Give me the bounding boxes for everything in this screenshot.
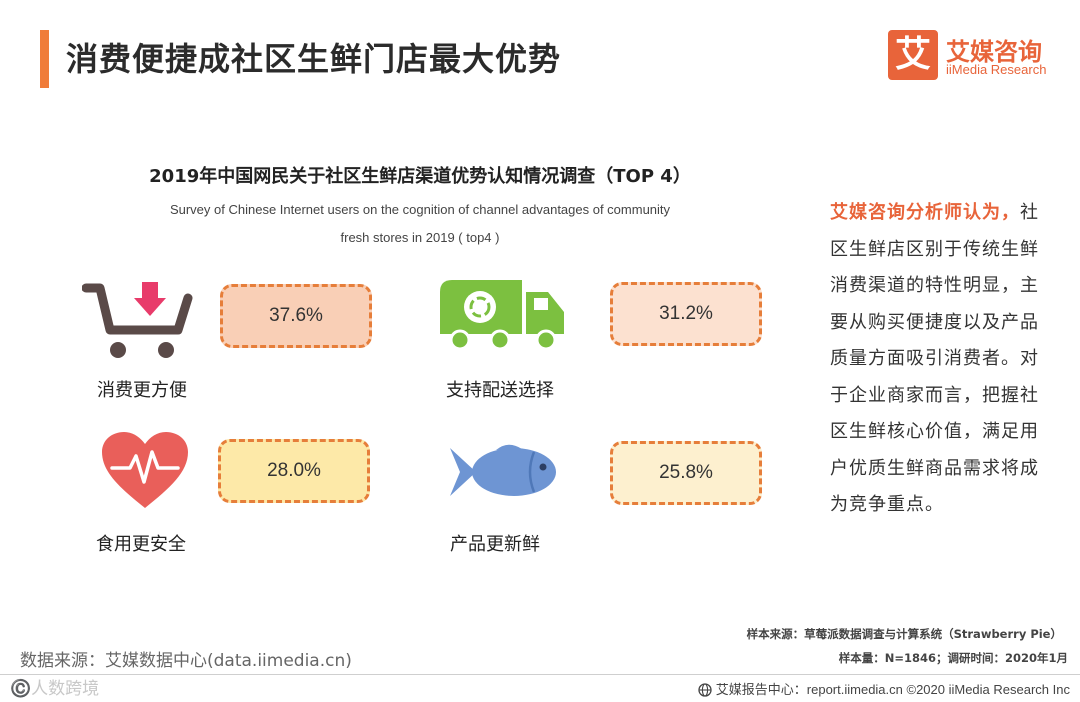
- data-source: 数据来源：艾媒数据中心(data.iimedia.cn): [20, 651, 352, 671]
- value-box-3: 28.0%: [218, 439, 370, 503]
- value-label-3: 28.0%: [267, 460, 321, 481]
- analyst-comment-body: 社区生鲜店区别于传统生鲜消费渠道的特性明显，主要从购买便捷度以及产品质量方面吸引…: [830, 202, 1039, 515]
- value-box-4: 25.8%: [610, 441, 762, 505]
- value-box-1: 37.6%: [220, 284, 372, 348]
- iimedia-logo: 艾 艾媒咨询 iiMedia Research: [888, 30, 1068, 80]
- watermark: ©️人数跨境: [10, 679, 100, 699]
- heart-pulse-icon: [100, 430, 190, 512]
- category-label-3: 食用更安全: [96, 534, 186, 555]
- chart-subtitle: Survey of Chinese Internet users on the …: [90, 196, 750, 252]
- sample-source: 样本来源：草莓派数据调查与计算系统（Strawberry Pie）: [746, 627, 1062, 641]
- analyst-comment-head: 艾媒咨询分析师认为，: [830, 202, 1020, 223]
- category-label-1: 消费更方便: [97, 380, 187, 401]
- shopping-cart-icon: [82, 280, 194, 362]
- value-label-2: 31.2%: [659, 303, 713, 324]
- logo-name-cn: 艾媒咨询: [946, 38, 1042, 66]
- sample-size: 样本量：N=1846；调研时间：2020年1月: [838, 651, 1068, 665]
- footer: 艾媒报告中心：report.iimedia.cn ©2020 iiMedia R…: [698, 679, 1070, 700]
- page-title: 消费便捷成社区生鲜门店最大优势: [66, 40, 562, 78]
- logo-name-en: iiMedia Research: [946, 62, 1047, 77]
- chart-subtitle-line-1: Survey of Chinese Internet users on the …: [169, 202, 671, 217]
- value-label-4: 25.8%: [659, 462, 713, 483]
- delivery-truck-icon: [436, 276, 568, 354]
- value-box-2: 31.2%: [610, 282, 762, 346]
- logo-mark: 艾: [888, 30, 938, 80]
- category-label-2: 支持配送选择: [446, 380, 554, 401]
- value-label-1: 37.6%: [269, 305, 323, 326]
- fish-icon: [446, 440, 560, 504]
- chart-subtitle-line-2: fresh stores in 2019 ( top4 ): [340, 230, 500, 245]
- chart-title: 2019年中国网民关于社区生鲜店渠道优势认知情况调查（TOP 4）: [149, 166, 691, 187]
- footer-divider: [0, 674, 1080, 675]
- category-label-4: 产品更新鲜: [450, 534, 540, 555]
- analyst-comment: 艾媒咨询分析师认为，社区生鲜店区别于传统生鲜消费渠道的特性明显，主要从购买便捷度…: [830, 195, 1055, 524]
- footer-text: 艾媒报告中心：report.iimedia.cn ©2020 iiMedia R…: [715, 682, 1070, 697]
- title-accent-bar: [40, 30, 49, 88]
- globe-icon: [698, 683, 712, 700]
